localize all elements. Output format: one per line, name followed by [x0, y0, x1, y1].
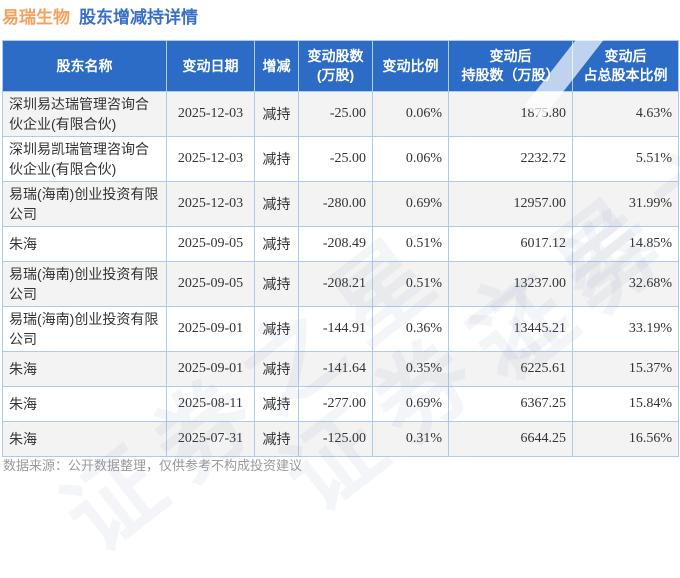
table-row: 朱海 2025-08-11 减持 -277.00 0.69% 6367.25 1… [2, 386, 679, 422]
page-title: 易瑞生物 股东增减持详情 [2, 3, 198, 28]
col-header-shareholder-name: 股东名称 [2, 40, 167, 92]
cell-shareholder-name: 朱海 [2, 386, 167, 422]
stock-name: 易瑞生物 [2, 8, 70, 27]
table-row: 朱海 2025-09-05 减持 -208.49 0.51% 6017.12 1… [2, 226, 679, 262]
cell-shareholder-name: 易瑞(海南)创业投资有限公司 [2, 261, 167, 307]
cell-change-date: 2025-07-31 [166, 421, 255, 457]
cell-shareholder-name: 深圳易凯瑞管理咨询合伙企业(有限合伙) [2, 136, 167, 182]
cell-change-shares: -208.21 [298, 261, 373, 307]
page-subtitle: 股东增减持详情 [79, 8, 198, 27]
table-row: 易瑞(海南)创业投资有限公司 2025-09-05 减持 -208.21 0.5… [2, 261, 679, 307]
cell-pct-after: 15.37% [572, 351, 679, 387]
cell-change-shares: -141.64 [298, 351, 373, 387]
cell-pct-after: 5.51% [572, 136, 679, 182]
cell-action: 减持 [254, 181, 299, 227]
cell-change-date: 2025-12-03 [166, 91, 255, 137]
data-source-note: 数据来源：公开数据整理，仅供参考不构成投资建议 [3, 458, 303, 473]
cell-change-ratio: 0.51% [372, 261, 449, 307]
table-row: 朱海 2025-09-01 减持 -141.64 0.35% 6225.61 1… [2, 351, 679, 387]
table-row: 深圳易达瑞管理咨询合伙企业(有限合伙) 2025-12-03 减持 -25.00… [2, 91, 679, 137]
cell-action: 减持 [254, 226, 299, 262]
table-body: 深圳易达瑞管理咨询合伙企业(有限合伙) 2025-12-03 减持 -25.00… [2, 91, 679, 457]
cell-action: 减持 [254, 91, 299, 137]
cell-action: 减持 [254, 351, 299, 387]
col-header-change-ratio: 变动比例 [372, 40, 449, 92]
cell-pct-after: 15.84% [572, 386, 679, 422]
cell-change-shares: -25.00 [298, 91, 373, 137]
table-row: 易瑞(海南)创业投资有限公司 2025-09-01 减持 -144.91 0.3… [2, 306, 679, 352]
cell-change-ratio: 0.35% [372, 351, 449, 387]
cell-change-shares: -277.00 [298, 386, 373, 422]
col-header-action: 增减 [254, 40, 299, 92]
shareholder-change-table: 股东名称 变动日期 增减 变动股数 (万股) 变动比例 变动后 持股数（万股） … [2, 40, 679, 457]
cell-action: 减持 [254, 386, 299, 422]
cell-shareholder-name: 朱海 [2, 421, 167, 457]
cell-change-ratio: 0.06% [372, 136, 449, 182]
cell-change-ratio: 0.51% [372, 226, 449, 262]
table-row: 易瑞(海南)创业投资有限公司 2025-12-03 减持 -280.00 0.6… [2, 181, 679, 227]
table-row: 朱海 2025-07-31 减持 -125.00 0.31% 6644.25 1… [2, 421, 679, 457]
col-header-pct-after: 变动后 占总股本比例 [572, 40, 679, 92]
cell-change-ratio: 0.06% [372, 91, 449, 137]
cell-change-ratio: 0.36% [372, 306, 449, 352]
cell-shareholder-name: 易瑞(海南)创业投资有限公司 [2, 181, 167, 227]
cell-pct-after: 32.68% [572, 261, 679, 307]
cell-shares-after: 12957.00 [448, 181, 573, 227]
cell-pct-after: 14.85% [572, 226, 679, 262]
cell-shareholder-name: 朱海 [2, 226, 167, 262]
cell-shares-after: 6017.12 [448, 226, 573, 262]
cell-change-date: 2025-09-05 [166, 261, 255, 307]
table-header: 股东名称 变动日期 增减 变动股数 (万股) 变动比例 变动后 持股数（万股） … [2, 40, 679, 92]
cell-change-date: 2025-12-03 [166, 181, 255, 227]
cell-action: 减持 [254, 261, 299, 307]
cell-change-shares: -144.91 [298, 306, 373, 352]
cell-shares-after: 13237.00 [448, 261, 573, 307]
cell-change-shares: -25.00 [298, 136, 373, 182]
cell-change-date: 2025-09-01 [166, 351, 255, 387]
cell-pct-after: 16.56% [572, 421, 679, 457]
cell-shares-after: 13445.21 [448, 306, 573, 352]
cell-change-shares: -208.49 [298, 226, 373, 262]
cell-action: 减持 [254, 421, 299, 457]
cell-change-ratio: 0.31% [372, 421, 449, 457]
cell-shareholder-name: 深圳易达瑞管理咨询合伙企业(有限合伙) [2, 91, 167, 137]
cell-shares-after: 6644.25 [448, 421, 573, 457]
cell-change-date: 2025-09-01 [166, 306, 255, 352]
cell-change-ratio: 0.69% [372, 181, 449, 227]
cell-pct-after: 4.63% [572, 91, 679, 137]
table-header-row: 股东名称 变动日期 增减 变动股数 (万股) 变动比例 变动后 持股数（万股） … [2, 40, 679, 92]
cell-pct-after: 31.99% [572, 181, 679, 227]
col-header-change-shares: 变动股数 (万股) [298, 40, 373, 92]
cell-change-ratio: 0.69% [372, 386, 449, 422]
cell-change-date: 2025-12-03 [166, 136, 255, 182]
cell-shares-after: 1875.80 [448, 91, 573, 137]
cell-change-shares: -280.00 [298, 181, 373, 227]
cell-shareholder-name: 朱海 [2, 351, 167, 387]
cell-shares-after: 2232.72 [448, 136, 573, 182]
col-header-shares-after: 变动后 持股数（万股） [448, 40, 573, 92]
cell-shareholder-name: 易瑞(海南)创业投资有限公司 [2, 306, 167, 352]
cell-pct-after: 33.19% [572, 306, 679, 352]
table-row: 深圳易凯瑞管理咨询合伙企业(有限合伙) 2025-12-03 减持 -25.00… [2, 136, 679, 182]
cell-change-date: 2025-09-05 [166, 226, 255, 262]
cell-change-date: 2025-08-11 [166, 386, 255, 422]
cell-change-shares: -125.00 [298, 421, 373, 457]
col-header-change-date: 变动日期 [166, 40, 255, 92]
cell-shares-after: 6367.25 [448, 386, 573, 422]
cell-action: 减持 [254, 136, 299, 182]
cell-shares-after: 6225.61 [448, 351, 573, 387]
cell-action: 减持 [254, 306, 299, 352]
